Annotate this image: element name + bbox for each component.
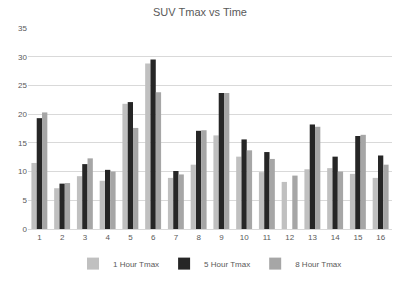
svg-text:8: 8	[196, 233, 201, 242]
svg-text:12: 12	[285, 233, 294, 242]
svg-text:10: 10	[240, 233, 249, 242]
svg-text:1 Hour Tmax: 1 Hour Tmax	[113, 260, 159, 269]
svg-text:5: 5	[23, 196, 28, 205]
svg-text:9: 9	[219, 233, 224, 242]
svg-text:11: 11	[263, 233, 272, 242]
svg-text:0: 0	[23, 225, 28, 234]
svg-text:16: 16	[376, 233, 385, 242]
svg-text:1: 1	[37, 233, 42, 242]
svg-text:15: 15	[18, 139, 27, 148]
svg-text:35: 35	[18, 24, 27, 33]
svg-text:6: 6	[151, 233, 156, 242]
svg-text:SUV Tmax vs Time: SUV Tmax vs Time	[153, 6, 247, 18]
svg-text:10: 10	[18, 167, 27, 176]
svg-text:8 Hour Tmax: 8 Hour Tmax	[295, 260, 341, 269]
svg-text:30: 30	[18, 53, 27, 62]
svg-text:4: 4	[105, 233, 110, 242]
svg-text:7: 7	[174, 233, 179, 242]
svg-text:5: 5	[128, 233, 133, 242]
svg-text:3: 3	[83, 233, 88, 242]
svg-text:25: 25	[18, 81, 27, 90]
svg-text:15: 15	[353, 233, 362, 242]
svg-text:2: 2	[60, 233, 65, 242]
svg-text:20: 20	[18, 110, 27, 119]
svg-text:13: 13	[308, 233, 317, 242]
svg-text:5 Hour Tmax: 5 Hour Tmax	[204, 260, 250, 269]
svg-text:14: 14	[331, 233, 340, 242]
